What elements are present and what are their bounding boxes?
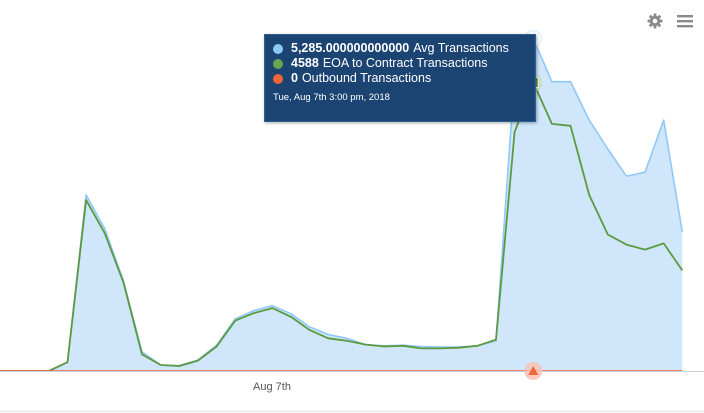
series-dot-icon — [273, 43, 283, 54]
tooltip-series-label: EOA to Contract Transactions — [322, 56, 488, 70]
tooltip-value: 5,285.000000000000 — [291, 41, 410, 55]
hover-marker-outbound — [528, 366, 539, 375]
x-tick-label: Aug 7th — [253, 381, 291, 393]
tooltip-value: 4588 — [291, 56, 319, 70]
tooltip-value: 0 — [291, 71, 298, 85]
series-line-eoa-to-contract — [0, 81, 684, 372]
series-line-avg-transactions — [0, 37, 684, 372]
tooltip-series-label: Outbound Transactions — [301, 71, 432, 85]
hamburger-menu-icon[interactable] — [676, 12, 694, 30]
series-dot-icon — [273, 73, 283, 84]
tooltip-series-label: Avg Transactions — [413, 41, 509, 55]
tooltip-row-eoa: 4588 EOA to Contract Transactions — [273, 56, 527, 71]
tooltip-date: Tue, Aug 7th 3:00 pm, 2018 — [273, 92, 390, 103]
gear-icon[interactable] — [646, 12, 664, 30]
tooltip-row-outbound: 0 Outbound Transactions — [273, 71, 527, 86]
series-dot-icon — [273, 58, 283, 69]
tooltip-row-avg: 5,285.000000000000 Avg Transactions — [273, 41, 527, 56]
chart-tooltip: 5,285.000000000000 Avg Transactions 4588… — [264, 34, 536, 122]
